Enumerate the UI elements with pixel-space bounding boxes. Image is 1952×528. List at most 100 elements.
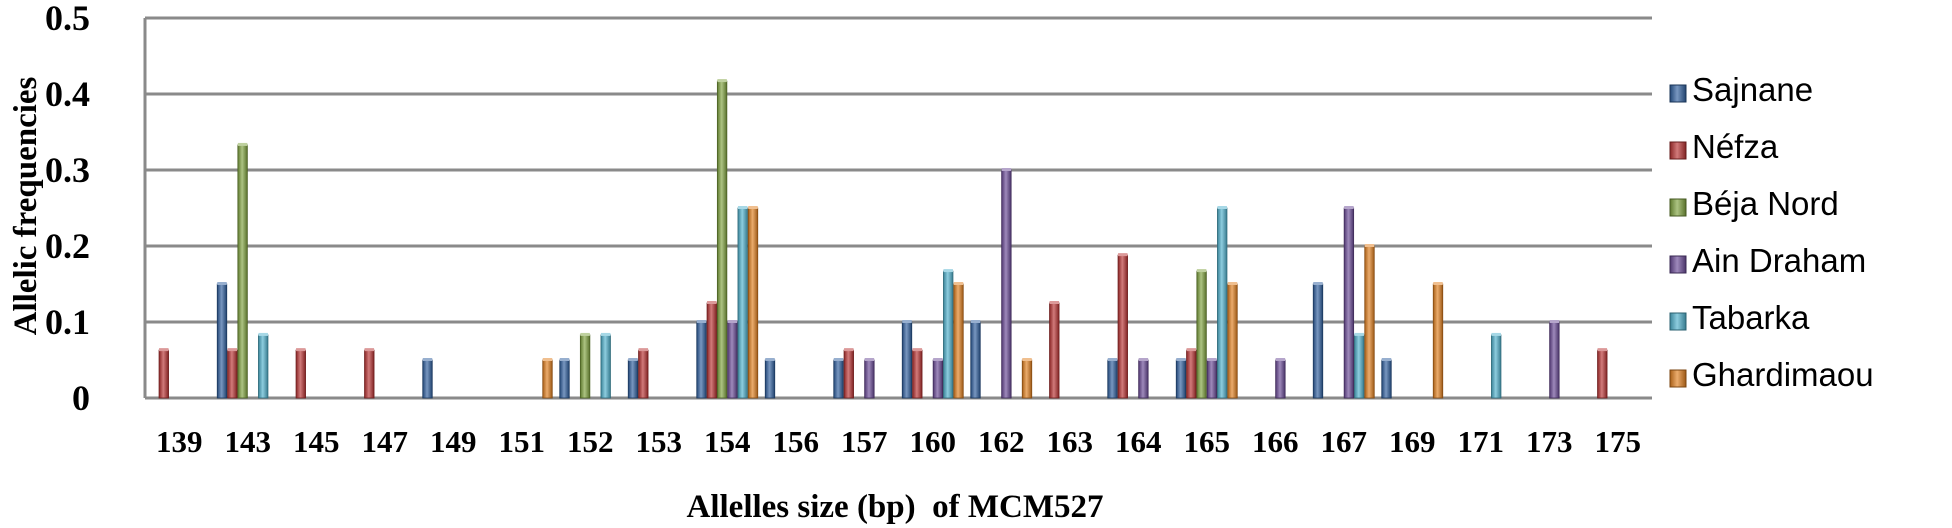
x-tick-label: 147	[362, 424, 409, 459]
bar-cap	[258, 332, 268, 336]
legend-swatch	[1669, 84, 1687, 103]
bar-cap	[970, 320, 981, 323]
bar-cap	[748, 206, 758, 209]
bar-ghardimaou-154	[747, 207, 759, 399]
bar-cap	[696, 320, 707, 323]
bar-b-ja-nord-152	[579, 334, 591, 399]
gridlines	[143, 16, 1652, 400]
bar-cap	[912, 348, 923, 352]
bar-n-fza-145	[295, 349, 306, 399]
x-tick-label: 154	[704, 424, 751, 459]
bar-tabarka-154	[737, 207, 748, 399]
bar-cap	[1313, 282, 1323, 285]
bar-cap	[1207, 358, 1217, 361]
bar-cap	[600, 332, 611, 336]
bar-tabarka-143	[258, 334, 269, 399]
bar-cap	[1022, 358, 1032, 361]
bar-cap	[364, 348, 375, 352]
bar-ain-draham-154	[727, 321, 738, 399]
bar-cap	[1549, 320, 1560, 323]
bar-ain-draham-173	[1549, 321, 1560, 399]
bar-sajnane-157	[833, 359, 844, 399]
bars	[158, 79, 1608, 399]
legend-label: Sajnane	[1692, 71, 1813, 108]
bar-ain-draham-160	[932, 359, 944, 399]
y-tick-label: 0.3	[45, 150, 90, 190]
x-tick-label: 165	[1184, 424, 1231, 459]
bar-tabarka-171	[1491, 334, 1502, 399]
bar-cap	[1354, 332, 1364, 336]
x-tick-label: 157	[841, 424, 888, 459]
bar-cap	[1491, 332, 1501, 336]
bar-cap	[638, 348, 649, 352]
y-tick-label: 0.1	[45, 302, 90, 342]
x-tick-label: 160	[910, 424, 957, 459]
x-axis-title: Allelles size (bp) of MCM527	[687, 489, 1104, 525]
x-tick-label: 171	[1458, 424, 1505, 459]
bar-ghardimaou-151	[542, 359, 553, 399]
bar-cap	[765, 358, 775, 361]
legend-swatch	[1669, 198, 1687, 217]
legend-label: Béja Nord	[1692, 185, 1839, 222]
bar-sajnane-153	[627, 359, 639, 399]
bar-cap	[1217, 206, 1227, 209]
bar-ghardimaou-169	[1432, 283, 1444, 399]
legend-swatch	[1669, 255, 1687, 274]
bar-cap	[296, 348, 306, 352]
y-tick-labels: 0 0.1 0.2 0.3 0.4 0.5	[45, 0, 90, 418]
bar-n-fza-154	[706, 302, 717, 399]
x-tick-label: 156	[773, 424, 820, 459]
y-tick-label: 0	[72, 378, 90, 418]
bar-cap	[1364, 244, 1375, 247]
x-tick-label: 151	[499, 424, 546, 459]
bar-sajnane-152	[559, 359, 570, 399]
bar-cap	[717, 79, 727, 83]
bar-cap	[1597, 348, 1608, 352]
legend-label: Ain Draham	[1692, 242, 1866, 279]
bar-ghardimaou-162	[1021, 359, 1033, 399]
bar-cap	[864, 358, 875, 361]
bar-cap	[559, 358, 570, 361]
bar-cap	[1186, 348, 1197, 352]
bar-ghardimaou-165	[1227, 283, 1238, 399]
bar-cap	[707, 301, 717, 304]
bar-cap	[1227, 282, 1238, 285]
y-tick-label: 0.5	[45, 0, 90, 38]
bar-cap	[237, 142, 248, 146]
y-axis-title: Allelic frequencies	[8, 76, 44, 335]
bar-tabarka-165	[1217, 207, 1228, 399]
bar-n-fza-147	[364, 349, 375, 399]
x-tick-label: 145	[293, 424, 340, 459]
bar-tabarka-160	[943, 270, 954, 399]
bar-cap	[1275, 358, 1286, 361]
x-tick-label: 166	[1252, 424, 1299, 459]
x-tick-label: 164	[1115, 424, 1162, 459]
bar-sajnane-156	[764, 359, 776, 399]
bar-cap	[1176, 358, 1186, 361]
legend-swatch	[1669, 369, 1687, 388]
legend-swatch	[1669, 141, 1687, 160]
bar-n-fza-153	[638, 349, 649, 399]
bar-n-fza-165	[1186, 349, 1197, 399]
bar-sajnane-162	[970, 321, 981, 399]
bar-cap	[833, 358, 844, 361]
bar-b-ja-nord-143	[237, 144, 248, 399]
bar-cap	[943, 269, 953, 273]
bar-tabarka-167	[1354, 334, 1365, 399]
bar-cap	[902, 320, 912, 323]
bar-ain-draham-162	[1001, 169, 1012, 399]
bar-ain-draham-167	[1343, 207, 1355, 399]
bar-cap	[953, 282, 964, 285]
x-tick-label: 162	[978, 424, 1025, 459]
bar-n-fza-175	[1597, 349, 1608, 399]
legend-label: Ghardimaou	[1692, 356, 1874, 393]
bar-cap	[217, 282, 227, 285]
bar-sajnane-160	[901, 321, 913, 399]
x-tick-label: 153	[636, 424, 683, 459]
bar-cap	[933, 358, 943, 361]
bar-n-fza-143	[227, 349, 238, 399]
bar-n-fza-163	[1049, 302, 1060, 399]
bar-cap	[727, 320, 738, 323]
bar-cap	[422, 358, 433, 361]
